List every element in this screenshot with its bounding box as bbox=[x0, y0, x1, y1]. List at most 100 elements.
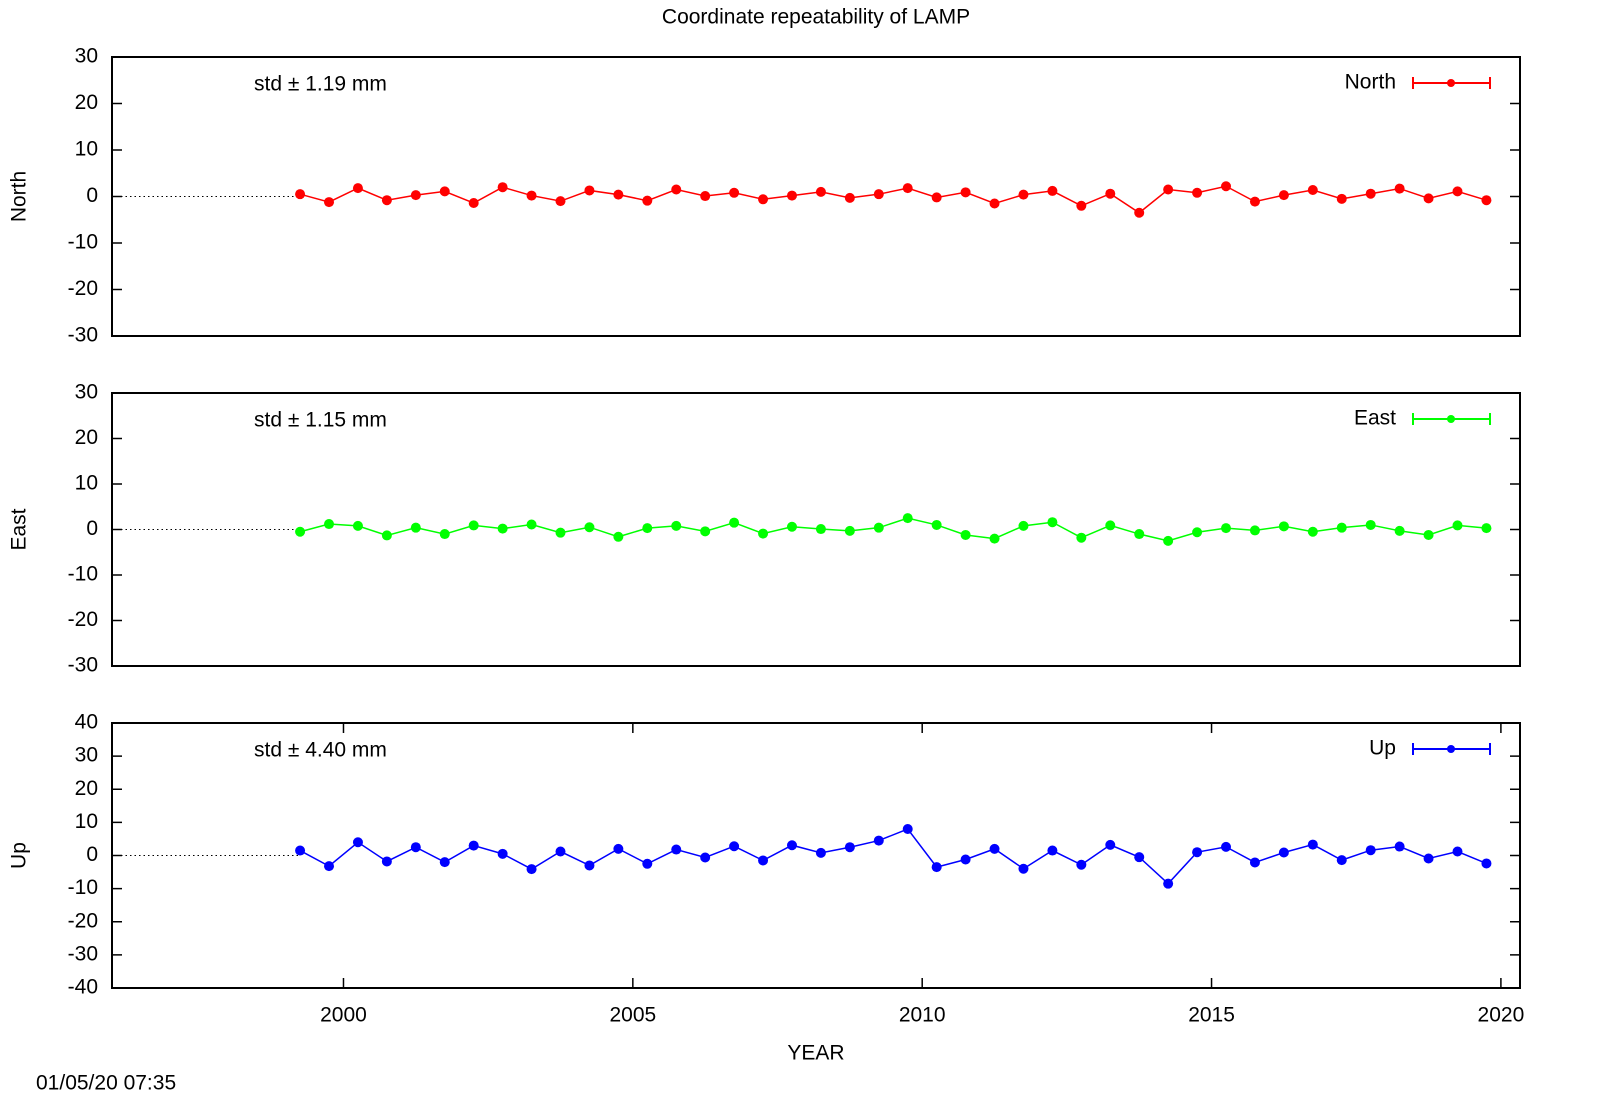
data-point bbox=[468, 198, 479, 209]
x-tick-label: 2005 bbox=[609, 1004, 656, 1027]
y-tick-label: 0 bbox=[86, 843, 98, 866]
data-point bbox=[671, 184, 682, 195]
data-point bbox=[902, 183, 913, 194]
data-point bbox=[700, 852, 711, 863]
data-point bbox=[1134, 529, 1145, 540]
data-point bbox=[1278, 847, 1289, 858]
data-point bbox=[1278, 190, 1289, 201]
plot-frame bbox=[111, 56, 1521, 337]
data-point bbox=[844, 842, 855, 853]
y-tick-label: 20 bbox=[75, 777, 98, 800]
data-point bbox=[989, 198, 1000, 209]
timestamp: 01/05/20 07:35 bbox=[36, 1072, 176, 1095]
data-point bbox=[642, 195, 653, 206]
data-point bbox=[1249, 857, 1260, 868]
data-point bbox=[1365, 188, 1376, 199]
data-point bbox=[1336, 522, 1347, 533]
x-tick-label: 2010 bbox=[899, 1004, 946, 1027]
data-point bbox=[960, 854, 971, 865]
data-point bbox=[1134, 852, 1145, 863]
data-point bbox=[700, 191, 711, 202]
data-point bbox=[1076, 200, 1087, 211]
data-point bbox=[613, 843, 624, 854]
data-point bbox=[1221, 523, 1232, 534]
data-point bbox=[439, 529, 450, 540]
y-tick-label: -10 bbox=[68, 876, 98, 899]
y-tick-label: 0 bbox=[86, 184, 98, 207]
data-point bbox=[1278, 521, 1289, 532]
data-point bbox=[1018, 863, 1029, 874]
y-tick-label: -20 bbox=[68, 909, 98, 932]
data-point bbox=[1047, 845, 1058, 856]
data-point bbox=[1221, 181, 1232, 192]
series-line bbox=[299, 828, 1487, 885]
data-point bbox=[1481, 858, 1492, 869]
y-tick-label: 10 bbox=[75, 138, 98, 161]
data-point bbox=[1105, 520, 1116, 531]
data-point bbox=[295, 845, 306, 856]
legend-label: East bbox=[1354, 407, 1396, 430]
data-point bbox=[324, 861, 335, 872]
data-point bbox=[613, 531, 624, 542]
y-tick-label: -30 bbox=[68, 654, 98, 677]
data-point bbox=[786, 521, 797, 532]
data-point bbox=[1394, 841, 1405, 852]
data-point bbox=[1423, 853, 1434, 864]
legend-label: Up bbox=[1369, 737, 1396, 760]
y-tick-label: -30 bbox=[68, 324, 98, 347]
data-point bbox=[1105, 839, 1116, 850]
x-tick-label: 2015 bbox=[1188, 1004, 1235, 1027]
data-point bbox=[381, 530, 392, 541]
data-point bbox=[555, 527, 566, 538]
data-point bbox=[1105, 188, 1116, 199]
y-tick-label: 20 bbox=[75, 426, 98, 449]
data-point bbox=[989, 843, 1000, 854]
data-point bbox=[786, 190, 797, 201]
data-point bbox=[410, 522, 421, 533]
y-tick-label: 10 bbox=[75, 810, 98, 833]
data-point bbox=[295, 526, 306, 537]
y-tick-label: 0 bbox=[86, 517, 98, 540]
data-point bbox=[324, 197, 335, 208]
data-point bbox=[1192, 187, 1203, 198]
annotation: std ± 1.15 mm bbox=[254, 409, 387, 432]
data-point bbox=[410, 842, 421, 853]
data-point bbox=[497, 523, 508, 534]
data-point bbox=[439, 857, 450, 868]
data-point bbox=[468, 840, 479, 851]
data-point bbox=[1394, 183, 1405, 194]
y-tick-label: 20 bbox=[75, 91, 98, 114]
annotation: std ± 4.40 mm bbox=[254, 739, 387, 762]
data-point bbox=[1018, 189, 1029, 200]
data-point bbox=[1423, 529, 1434, 540]
data-point bbox=[1365, 519, 1376, 530]
y-axis-label: East bbox=[8, 508, 31, 550]
x-axis-label: YEAR bbox=[787, 1042, 844, 1065]
data-point bbox=[352, 837, 363, 848]
data-point bbox=[555, 846, 566, 857]
data-point bbox=[584, 522, 595, 533]
data-point bbox=[1394, 525, 1405, 536]
data-point bbox=[931, 192, 942, 203]
y-tick-label: 30 bbox=[75, 45, 98, 68]
data-point bbox=[1163, 535, 1174, 546]
data-point bbox=[902, 824, 913, 834]
data-point bbox=[700, 526, 711, 537]
y-tick-label: 30 bbox=[75, 744, 98, 767]
data-point bbox=[873, 835, 884, 846]
data-point bbox=[729, 841, 740, 852]
data-point bbox=[1047, 517, 1058, 528]
y-tick-label: 40 bbox=[75, 711, 98, 734]
y-tick-label: -20 bbox=[68, 277, 98, 300]
data-point bbox=[584, 860, 595, 871]
data-point bbox=[960, 187, 971, 198]
data-point bbox=[1018, 520, 1029, 531]
legend-marker bbox=[1447, 79, 1455, 87]
data-point bbox=[729, 187, 740, 198]
data-point bbox=[1076, 859, 1087, 870]
data-point bbox=[1163, 878, 1174, 889]
data-point bbox=[1307, 839, 1318, 850]
data-point bbox=[960, 529, 971, 540]
data-point bbox=[410, 190, 421, 201]
data-point bbox=[1192, 847, 1203, 858]
